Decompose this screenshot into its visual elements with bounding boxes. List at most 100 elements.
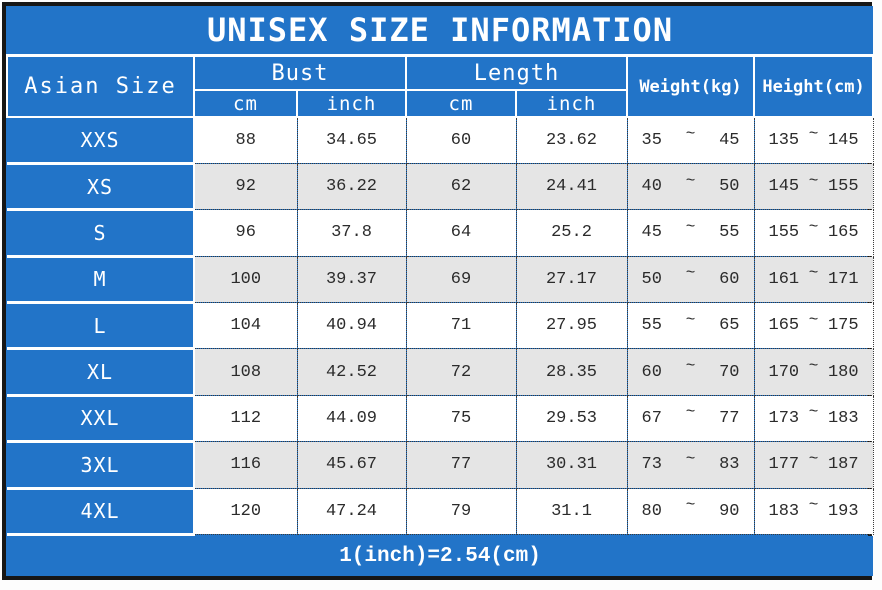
height-min-value: 173 bbox=[768, 408, 800, 428]
bust-cm-value: 88 bbox=[193, 116, 298, 164]
height-min-value: 165 bbox=[768, 316, 800, 336]
tilde-separator: ~ bbox=[685, 217, 696, 236]
col-header-bust-inch: inch bbox=[296, 89, 407, 118]
height-range-cell: 170 ~ 180 bbox=[753, 348, 874, 396]
bust-inch-value: 42.52 bbox=[296, 348, 407, 396]
weight-min-value: 67 bbox=[641, 408, 662, 428]
height-range-cell: 135 ~ 145 bbox=[753, 116, 874, 164]
tilde-separator: ~ bbox=[685, 357, 696, 376]
height-min-value: 155 bbox=[768, 223, 800, 243]
weight-min-value: 40 bbox=[641, 177, 662, 197]
size-label: 3XL bbox=[7, 441, 195, 490]
table-row: 3XL 116 45.67 77 30.31 73 ~ 83 177 ~ 187 bbox=[7, 441, 874, 490]
bust-cm-value: 120 bbox=[193, 487, 298, 535]
weight-range: 60 ~ 70 bbox=[628, 357, 753, 382]
tilde-separator: ~ bbox=[808, 496, 819, 515]
bust-inch-value: 37.8 bbox=[296, 209, 407, 257]
length-inch-value: 27.17 bbox=[515, 255, 628, 304]
height-range: 170 ~ 180 bbox=[755, 357, 872, 382]
tilde-separator: ~ bbox=[685, 125, 696, 144]
weight-min-value: 35 bbox=[641, 130, 662, 150]
weight-min-value: 45 bbox=[641, 223, 662, 243]
length-cm-value: 64 bbox=[405, 209, 517, 257]
table-row: M 100 39.37 69 27.17 50 ~ 60 161 ~ 171 bbox=[7, 255, 874, 305]
length-inch-value: 23.62 bbox=[515, 116, 628, 164]
length-cm-value: 79 bbox=[405, 487, 517, 535]
tilde-separator: ~ bbox=[685, 310, 696, 329]
weight-max-value: 77 bbox=[719, 408, 740, 428]
weight-range: 45 ~ 55 bbox=[628, 218, 753, 243]
height-range: 161 ~ 171 bbox=[755, 264, 872, 289]
size-label: XXL bbox=[7, 395, 195, 444]
height-range-cell: 165 ~ 175 bbox=[753, 301, 874, 350]
tilde-separator: ~ bbox=[685, 449, 696, 468]
length-inch-value: 24.41 bbox=[515, 162, 628, 211]
height-range-cell: 145 ~ 155 bbox=[753, 162, 874, 211]
table-row: XXS 88 34.65 60 23.62 35 ~ 45 135 ~ 145 bbox=[7, 116, 874, 165]
header-sub-row: cm inch cm inch bbox=[7, 89, 873, 118]
size-label: S bbox=[7, 209, 195, 258]
weight-range: 35 ~ 45 bbox=[628, 125, 753, 150]
bust-cm-value: 112 bbox=[193, 394, 298, 443]
weight-max-value: 70 bbox=[719, 362, 740, 382]
col-header-bust: Bust bbox=[193, 54, 407, 91]
tilde-separator: ~ bbox=[685, 496, 696, 515]
col-header-length-cm: cm bbox=[405, 89, 517, 118]
weight-range-cell: 45 ~ 55 bbox=[626, 209, 755, 257]
weight-max-value: 90 bbox=[719, 501, 740, 521]
page-title: UNISEX SIZE INFORMATION bbox=[7, 6, 874, 57]
bust-inch-value: 45.67 bbox=[296, 441, 407, 489]
tilde-separator: ~ bbox=[685, 403, 696, 422]
length-cm-value: 75 bbox=[405, 394, 517, 443]
tilde-separator: ~ bbox=[808, 403, 819, 422]
weight-min-value: 73 bbox=[641, 455, 662, 475]
bust-inch-value: 36.22 bbox=[296, 162, 407, 211]
tilde-separator: ~ bbox=[808, 217, 819, 236]
height-min-value: 183 bbox=[768, 501, 800, 521]
weight-range-cell: 73 ~ 83 bbox=[626, 441, 755, 489]
weight-range-cell: 60 ~ 70 bbox=[626, 348, 755, 396]
weight-range-cell: 50 ~ 60 bbox=[626, 255, 755, 304]
tilde-separator: ~ bbox=[808, 310, 819, 329]
height-max-value: 165 bbox=[827, 223, 859, 243]
tilde-separator: ~ bbox=[808, 171, 819, 190]
height-range: 183 ~ 193 bbox=[755, 496, 872, 521]
size-chart-frame: UNISEX SIZE INFORMATION Asian Size Bust … bbox=[2, 2, 875, 580]
weight-max-value: 55 bbox=[719, 223, 740, 243]
table-row: XS 92 36.22 62 24.41 40 ~ 50 145 ~ 155 bbox=[7, 162, 874, 212]
tilde-separator: ~ bbox=[685, 264, 696, 283]
length-inch-value: 28.35 bbox=[515, 348, 628, 396]
height-range: 155 ~ 165 bbox=[755, 218, 872, 243]
bust-inch-value: 40.94 bbox=[296, 301, 407, 350]
weight-max-value: 83 bbox=[719, 455, 740, 475]
size-label: L bbox=[7, 302, 195, 351]
size-label: XS bbox=[7, 163, 195, 212]
table-row: 4XL 120 47.24 79 31.1 80 ~ 90 183 ~ 193 bbox=[7, 487, 874, 536]
tilde-separator: ~ bbox=[685, 171, 696, 190]
weight-range: 55 ~ 65 bbox=[628, 311, 753, 336]
header-group-row: Asian Size Bust Length Weight(kg) Height… bbox=[6, 54, 875, 118]
height-min-value: 170 bbox=[768, 362, 800, 382]
height-range-cell: 155 ~ 165 bbox=[753, 209, 874, 257]
weight-range-cell: 67 ~ 77 bbox=[626, 394, 755, 443]
height-max-value: 155 bbox=[827, 177, 859, 197]
height-max-value: 175 bbox=[827, 316, 859, 336]
size-table: UNISEX SIZE INFORMATION Asian Size Bust … bbox=[6, 6, 875, 576]
weight-max-value: 50 bbox=[719, 177, 740, 197]
weight-max-value: 45 bbox=[719, 130, 740, 150]
weight-range: 80 ~ 90 bbox=[628, 496, 753, 521]
size-label: M bbox=[7, 256, 195, 305]
length-cm-value: 71 bbox=[405, 301, 517, 350]
length-inch-value: 31.1 bbox=[515, 487, 628, 535]
col-header-length: Length bbox=[405, 54, 628, 91]
table-row: XL 108 42.52 72 28.35 60 ~ 70 170 ~ 180 bbox=[7, 348, 874, 397]
bust-inch-value: 47.24 bbox=[296, 487, 407, 535]
height-range: 165 ~ 175 bbox=[755, 311, 872, 336]
height-range-cell: 173 ~ 183 bbox=[753, 394, 874, 443]
height-range: 177 ~ 187 bbox=[755, 450, 872, 475]
weight-min-value: 80 bbox=[641, 501, 662, 521]
height-range-cell: 183 ~ 193 bbox=[753, 487, 874, 535]
weight-min-value: 50 bbox=[641, 269, 662, 289]
bust-cm-value: 108 bbox=[193, 348, 298, 396]
weight-min-value: 60 bbox=[641, 362, 662, 382]
